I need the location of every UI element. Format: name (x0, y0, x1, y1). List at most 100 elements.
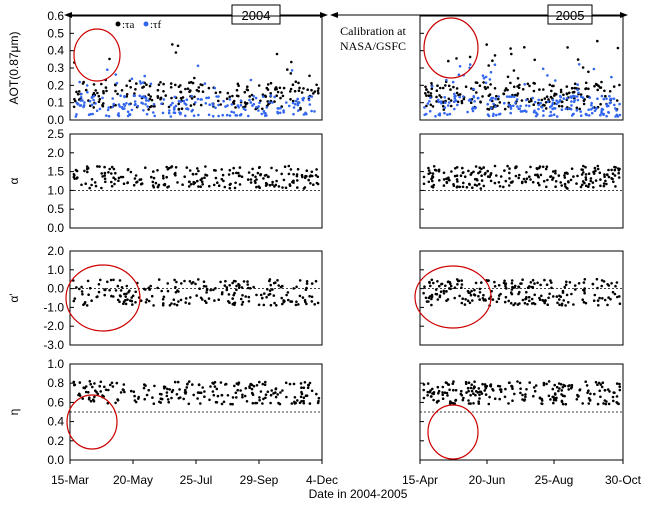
data-point (257, 105, 261, 108)
data-point (297, 89, 301, 92)
data-point (424, 92, 427, 95)
data-point (125, 93, 129, 96)
data-point (451, 382, 455, 386)
data-point (618, 102, 621, 106)
data-point (564, 304, 567, 307)
data-point (533, 302, 537, 306)
data-point (553, 107, 557, 110)
data-point (558, 99, 562, 102)
data-point (117, 114, 121, 118)
data-point (261, 402, 264, 405)
data-point (97, 94, 101, 98)
data-point (288, 382, 292, 386)
data-point (152, 402, 156, 406)
data-point (202, 280, 206, 284)
data-point (128, 113, 132, 117)
data-point (245, 88, 249, 91)
data-point (282, 109, 285, 112)
data-point (271, 288, 274, 291)
data-point (524, 395, 527, 399)
data-point (605, 114, 608, 118)
data-point (228, 301, 231, 305)
data-point (599, 395, 602, 399)
data-point (470, 171, 473, 175)
arrow-head-left-icon (330, 12, 338, 18)
data-point (618, 382, 621, 386)
data-point (256, 171, 260, 175)
data-point (422, 175, 426, 179)
data-point (425, 94, 428, 97)
x-tick-label: 30-Oct (605, 473, 642, 487)
x-tick-label: 20-Jun (469, 473, 506, 487)
data-point (138, 94, 141, 98)
data-point (146, 105, 149, 108)
data-point (269, 283, 273, 287)
data-point (276, 279, 279, 282)
data-point (220, 168, 223, 171)
data-point (456, 283, 459, 286)
data-point (519, 104, 522, 108)
data-point (211, 104, 215, 107)
data-point (461, 185, 465, 189)
data-point (168, 109, 171, 112)
data-point (196, 167, 199, 170)
data-point (226, 394, 230, 397)
data-point (483, 173, 487, 176)
data-point (494, 97, 498, 101)
data-point (161, 297, 165, 301)
data-point (279, 391, 282, 394)
data-point (117, 176, 121, 180)
data-point (423, 106, 426, 109)
data-point (546, 100, 550, 104)
data-point (448, 281, 452, 284)
data-point (251, 173, 255, 177)
data-point (541, 298, 544, 302)
data-point (218, 90, 222, 94)
data-point (109, 278, 113, 282)
data-point (118, 279, 122, 282)
data-point (207, 86, 211, 90)
data-point (130, 296, 133, 299)
data-point (193, 95, 196, 99)
data-point (560, 105, 564, 108)
data-point (214, 400, 218, 404)
data-point (510, 279, 514, 282)
data-point (520, 181, 524, 185)
data-point (157, 278, 161, 281)
data-point (506, 164, 509, 168)
data-point (484, 87, 488, 91)
data-point (236, 82, 240, 86)
data-point (246, 280, 249, 283)
data-point (104, 388, 108, 392)
data-point (105, 89, 108, 93)
data-point (450, 170, 453, 173)
data-point (487, 114, 491, 118)
data-point (91, 385, 94, 389)
data-point (149, 82, 153, 86)
data-point (487, 402, 491, 406)
data-point (544, 299, 547, 303)
data-point (198, 391, 202, 395)
data-point (115, 381, 119, 385)
data-point (166, 186, 169, 189)
data-point (540, 397, 544, 401)
data-point (510, 385, 514, 389)
data-point (487, 279, 490, 282)
data-point (468, 55, 472, 59)
data-point (555, 385, 559, 389)
data-point (432, 398, 435, 402)
data-point (466, 299, 470, 303)
data-point (237, 171, 240, 175)
data-point (608, 94, 611, 98)
data-point (297, 101, 301, 104)
data-point (128, 79, 132, 83)
data-point (111, 97, 114, 100)
data-point (587, 185, 590, 188)
data-point (576, 98, 580, 102)
data-point (430, 297, 433, 301)
data-point (427, 180, 431, 184)
data-point (442, 289, 446, 293)
data-point (192, 393, 195, 397)
data-point (610, 177, 613, 180)
data-point (288, 183, 292, 186)
